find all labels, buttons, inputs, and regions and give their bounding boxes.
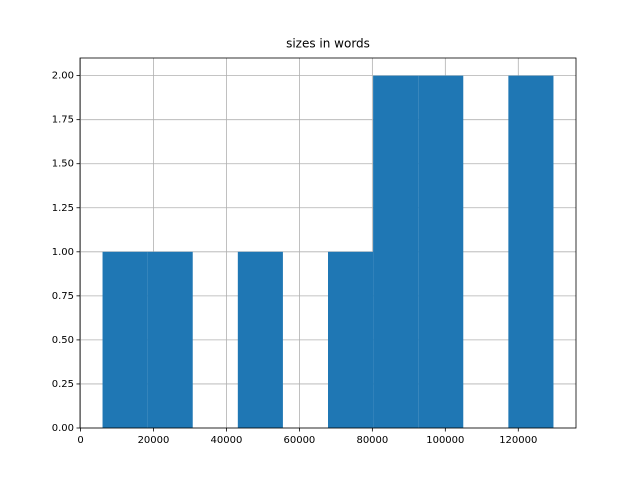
x-tick-label: 100000 — [426, 435, 464, 446]
y-tick-label: 1.25 — [52, 203, 74, 214]
y-tick-label: 1.00 — [52, 247, 74, 258]
plot-frame — [79, 57, 577, 429]
y-tick-label: 2.00 — [52, 71, 74, 82]
y-tick-label: 0.00 — [52, 423, 74, 434]
x-tick-label: 80000 — [356, 435, 388, 446]
chart-title: sizes in words — [286, 37, 370, 51]
x-tick-label: 60000 — [283, 435, 315, 446]
x-tick-label: 20000 — [138, 435, 170, 446]
x-tick-label: 0 — [77, 435, 83, 446]
y-tick-label: 0.50 — [52, 335, 74, 346]
x-tick-label: 40000 — [211, 435, 243, 446]
x-tick-label: 120000 — [499, 435, 537, 446]
bar — [373, 75, 419, 428]
bar — [508, 75, 554, 428]
bar — [328, 251, 374, 428]
bar — [418, 75, 464, 428]
y-tick-label: 1.50 — [52, 159, 74, 170]
bar — [102, 251, 148, 428]
y-tick-label: 1.75 — [52, 115, 74, 126]
bar — [147, 251, 193, 428]
y-tick-label: 0.25 — [52, 379, 74, 390]
bar — [237, 251, 283, 428]
y-tick-label: 0.75 — [52, 291, 74, 302]
